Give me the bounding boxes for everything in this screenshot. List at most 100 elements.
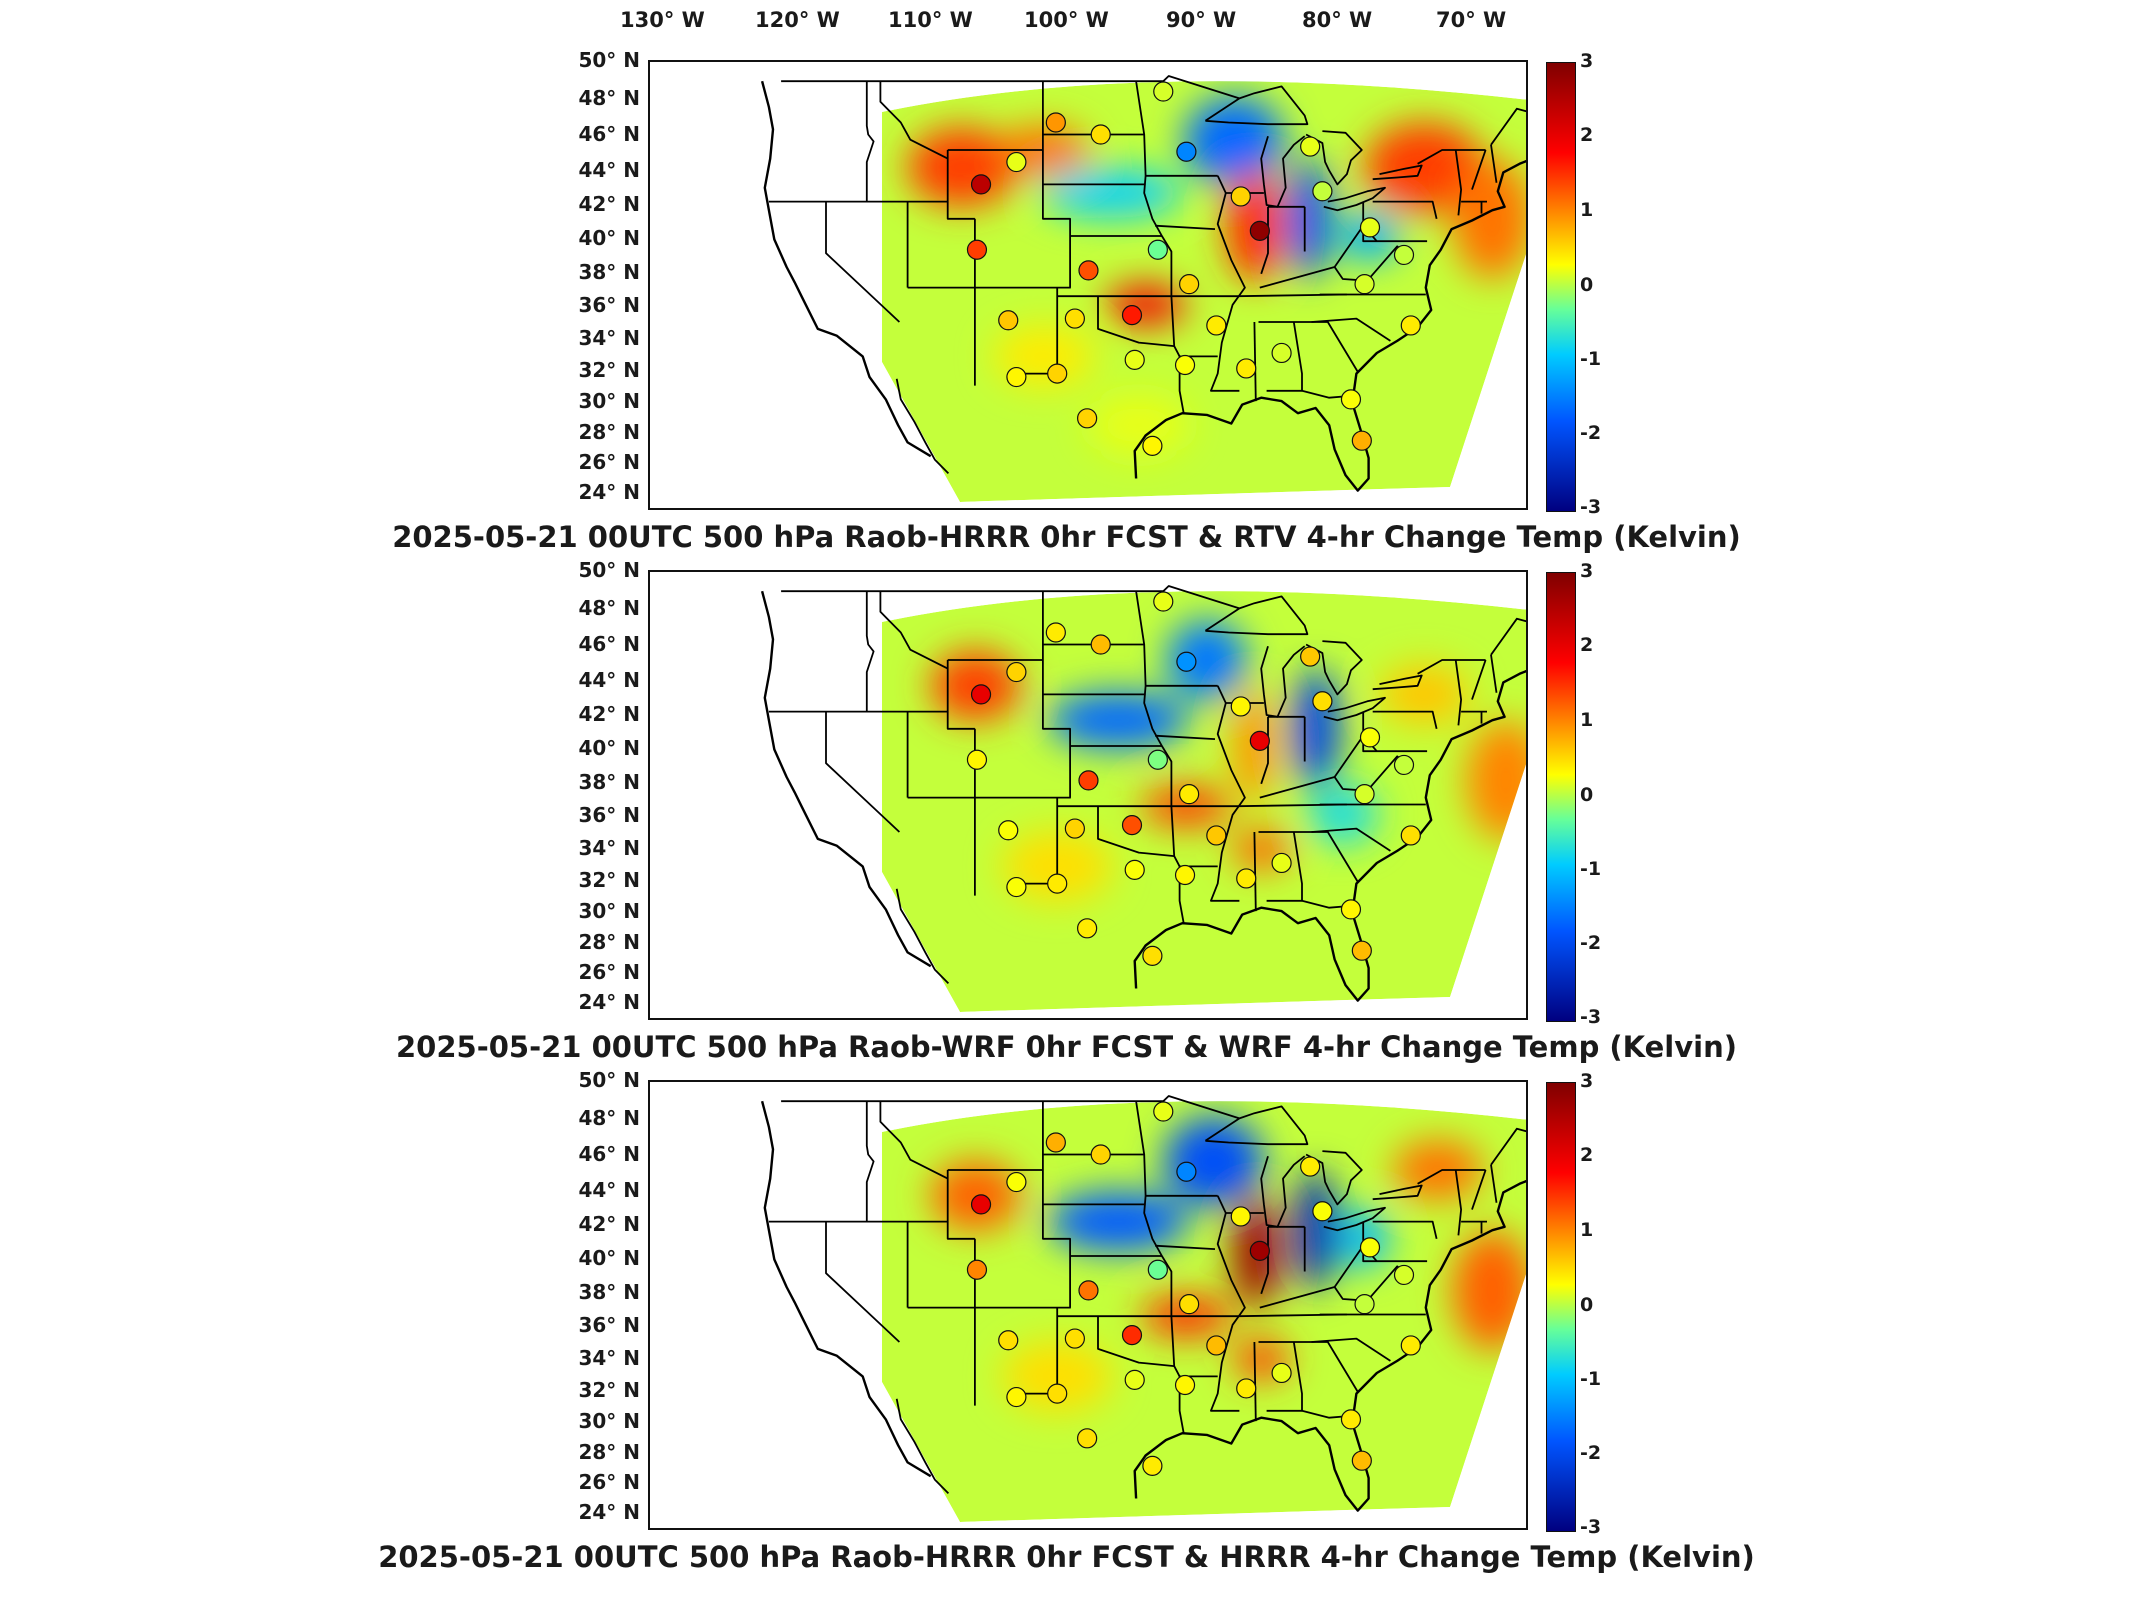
raob-station-marker — [1045, 112, 1066, 133]
raob-station-marker — [1176, 651, 1197, 672]
lat-label: 24° N — [578, 990, 640, 1014]
raob-station-marker — [1206, 825, 1227, 846]
map-frame — [648, 570, 1528, 1020]
raob-station-marker — [1236, 868, 1257, 889]
state-boundary — [1362, 201, 1428, 243]
state-boundary — [1042, 1101, 1071, 1308]
panel-title: 2025-05-21 00UTC 500 hPa Raob-WRF 0hr FC… — [395, 1030, 1737, 1064]
lat-label: 36° N — [578, 293, 640, 317]
colorbar — [1546, 572, 1576, 1022]
raob-station-marker — [1006, 1171, 1027, 1193]
lat-label: 26° N — [578, 450, 640, 474]
state-boundary — [1097, 296, 1175, 347]
raob-station-marker — [1230, 696, 1251, 717]
lat-label: 30° N — [578, 1409, 640, 1433]
raob-station-marker — [1045, 622, 1066, 643]
lat-label: 38° N — [578, 260, 640, 284]
lon-label-130w: 130° W — [620, 8, 705, 32]
raob-station-marker — [1359, 1237, 1381, 1258]
state-boundary — [1253, 1341, 1257, 1422]
raob-station-marker — [1354, 274, 1375, 295]
colorbar — [1546, 1082, 1576, 1532]
west-coastline — [760, 1100, 932, 1478]
raob-station-marker — [1006, 661, 1027, 683]
boundaries — [760, 1095, 1526, 1512]
lat-label: 26° N — [578, 1470, 640, 1494]
colorbar-ticks: 3 2 1 0 -1 -2 -3 — [1580, 1070, 1640, 1538]
raob-station-marker — [1047, 873, 1068, 894]
raob-station-marker — [1064, 818, 1085, 839]
colorbar-tick: 1 — [1580, 709, 1594, 731]
colorbar-tick: -1 — [1580, 348, 1602, 370]
baja-coastline — [895, 1398, 950, 1495]
state-boundary — [1253, 321, 1257, 402]
state-boundary — [1417, 149, 1486, 165]
colorbar-tick: 1 — [1580, 1219, 1594, 1241]
field-anomaly — [1379, 664, 1470, 725]
raob-station-marker — [966, 749, 988, 770]
state-boundary — [1490, 617, 1526, 656]
raob-station-marker — [970, 174, 992, 195]
lat-label: 40° N — [578, 226, 640, 250]
colorbar-tick: -3 — [1580, 1006, 1602, 1028]
lat-label: 44° N — [578, 1178, 640, 1202]
lon-label-120w: 120° W — [755, 8, 840, 32]
state-boundary — [1259, 1286, 1335, 1309]
state-boundary — [1454, 149, 1462, 216]
temperature-field — [882, 1101, 1526, 1522]
map-panel-wrf: 50° N 48° N 46° N 44° N 42° N 40° N 38° … — [0, 558, 2133, 1070]
map-canvas — [760, 1095, 1526, 1522]
raob-station-marker — [1047, 1383, 1068, 1404]
map-panel-rtv: 50° N 48° N 46° N 44° N 42° N 40° N 38° … — [0, 48, 2133, 560]
state-boundary — [1155, 224, 1216, 230]
lat-label: 24° N — [578, 480, 640, 504]
state-boundary — [1097, 806, 1175, 857]
raob-station-marker — [1121, 305, 1143, 326]
west-coastline — [760, 80, 932, 458]
longitude-axis: 130° W 120° W 110° W 100° W 90° W 80° W … — [0, 0, 2133, 50]
raob-station-marker — [1312, 181, 1333, 202]
state-boundary — [1372, 1220, 1438, 1240]
raob-station-marker — [1179, 784, 1200, 805]
raob-station-marker — [1006, 1386, 1027, 1408]
raob-station-marker — [1078, 770, 1099, 791]
state-boundary — [1417, 1169, 1486, 1185]
state-boundary — [825, 1221, 901, 1343]
panel-title: 2025-05-21 00UTC 500 hPa Raob-HRRR 0hr F… — [392, 520, 1741, 554]
raob-station-marker — [1230, 186, 1251, 207]
state-boundary — [1490, 107, 1526, 146]
raob-station-marker — [1006, 876, 1027, 898]
state-boundary — [946, 660, 975, 730]
state-boundary — [1260, 1226, 1269, 1295]
canada-border — [781, 75, 1240, 100]
latitude-axis: 50° N 48° N 46° N 44° N 42° N 40° N 38° … — [560, 558, 646, 1030]
state-boundary — [1097, 1316, 1175, 1367]
raob-station-marker — [1142, 1455, 1163, 1476]
state-boundary — [1253, 831, 1257, 912]
lat-label: 32° N — [578, 358, 640, 382]
lat-label: 34° N — [578, 326, 640, 350]
colorbar-tick: -3 — [1580, 496, 1602, 518]
state-boundary — [1372, 710, 1438, 730]
raob-station-marker — [1206, 315, 1227, 336]
lat-label: 42° N — [578, 192, 640, 216]
raob-station-marker — [1271, 1362, 1292, 1384]
great-lake-outline — [1372, 674, 1423, 691]
state-boundary — [1259, 266, 1335, 289]
raob-station-marker — [1174, 354, 1196, 376]
state-boundary — [865, 1101, 875, 1222]
state-boundary — [1266, 1341, 1303, 1412]
raob-station-marker — [1400, 825, 1421, 846]
raob-station-marker — [1249, 1240, 1270, 1261]
raob-station-marker — [1393, 1264, 1415, 1286]
raob-station-marker — [998, 1330, 1019, 1351]
great-lake-outline — [1323, 186, 1386, 212]
lat-label: 46° N — [578, 1142, 640, 1166]
raob-station-marker — [1249, 220, 1270, 241]
colorbar-tick: -2 — [1580, 422, 1602, 444]
raob-station-marker — [1064, 1328, 1085, 1349]
raob-station-marker — [1354, 784, 1375, 805]
state-boundary — [825, 711, 901, 833]
lon-label-110w: 110° W — [888, 8, 973, 32]
lat-label: 32° N — [578, 1378, 640, 1402]
